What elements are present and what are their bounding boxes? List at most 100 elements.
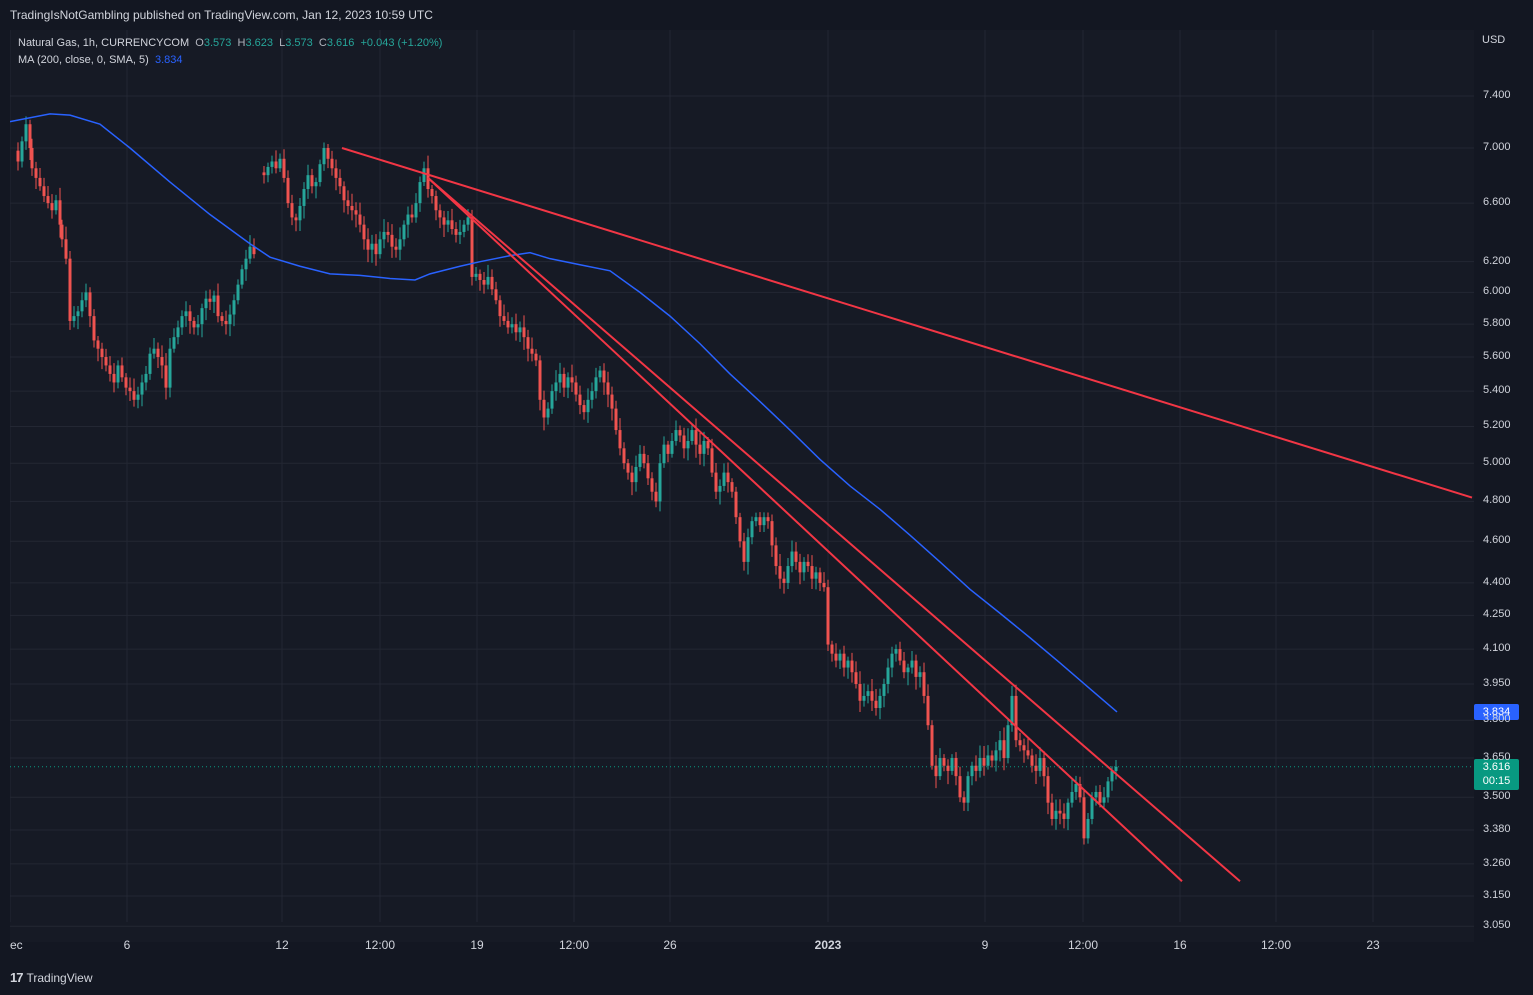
- candle-body-16: [72, 316, 76, 321]
- price-chart[interactable]: [10, 30, 1474, 942]
- candle-body-161: [654, 491, 658, 502]
- candle-body-46: [192, 320, 196, 328]
- candle-body-231: [934, 765, 938, 777]
- y-tick-label-1: 7.000: [1483, 141, 1511, 153]
- candle-body-128: [522, 327, 526, 338]
- x-tick-label-11: 12:00: [1260, 938, 1292, 952]
- candle-body-2: [20, 141, 24, 162]
- candle-body-30: [128, 387, 132, 392]
- candle-body-3: [24, 124, 28, 142]
- candle-body-77: [318, 164, 322, 183]
- candle-body-216: [874, 700, 878, 709]
- candle-body-76: [314, 182, 318, 187]
- candle-body-67: [278, 158, 282, 169]
- y-tick-label-22: 3.050: [1483, 919, 1511, 932]
- candle-body-158: [642, 453, 646, 464]
- candle-body-90: [370, 243, 374, 250]
- candle-body-35: [148, 353, 152, 374]
- y-tick-label-20: 3.260: [1483, 856, 1511, 869]
- chart-area[interactable]: [10, 30, 1474, 942]
- candle-body-122: [498, 300, 502, 317]
- candle-body-105: [430, 189, 434, 197]
- ma-200-line: [10, 113, 1118, 713]
- candle-body-134: [546, 408, 550, 418]
- candle-body-210: [850, 660, 854, 673]
- candle-body-96: [394, 246, 398, 250]
- candle-body-14: [64, 239, 68, 259]
- candle-body-153: [622, 448, 626, 464]
- candle-body-107: [438, 210, 442, 218]
- y-tick-label-3: 6.200: [1483, 254, 1511, 267]
- candle-body-276: [1114, 766, 1118, 771]
- candle-body-61: [252, 246, 256, 255]
- candle-body-85: [350, 205, 354, 211]
- last-price-tag: 3.616 00:15: [1474, 758, 1519, 790]
- legend-h-label: H: [237, 37, 246, 49]
- candle-body-238: [962, 797, 966, 803]
- candle-body-37: [156, 348, 160, 358]
- candle-body-252: [1018, 740, 1022, 746]
- candle-body-92: [378, 239, 382, 255]
- candle-body-257: [1038, 757, 1042, 771]
- legend-symbol[interactable]: Natural Gas, 1h, CURRENCYCOM: [18, 37, 190, 49]
- candle-body-117: [478, 273, 482, 280]
- candle-body-163: [662, 444, 666, 464]
- candle-body-9: [46, 196, 50, 204]
- candle-body-258: [1042, 757, 1046, 777]
- x-tick-label-3: 12:00: [364, 938, 396, 952]
- x-tick-label-12: 23: [1366, 938, 1380, 952]
- x-tick-label-7: 2023: [814, 938, 842, 952]
- candle-body-65: [270, 161, 274, 167]
- candle-body-256: [1034, 765, 1038, 771]
- candle-body-78: [322, 148, 326, 165]
- candle-body-206: [834, 653, 838, 661]
- candle-body-229: [926, 695, 930, 726]
- candle-body-164: [666, 444, 670, 454]
- y-tick-label-19: 3.380: [1483, 822, 1511, 835]
- candle-body-262: [1058, 810, 1062, 814]
- candle-body-177: [718, 485, 722, 492]
- candle-body-101: [414, 203, 418, 218]
- x-tick-label-1: 6: [123, 938, 131, 952]
- y-tick-label-6: 5.600: [1483, 350, 1511, 363]
- candle-body-232: [938, 757, 942, 777]
- candle-body-250: [1010, 695, 1014, 726]
- candle-body-147: [598, 370, 602, 378]
- candle-body-109: [446, 220, 450, 225]
- candle-body-24: [104, 357, 108, 366]
- candle-body-110: [450, 220, 454, 230]
- candle-body-113: [462, 224, 466, 232]
- candle-body-79: [326, 148, 330, 159]
- legend-ma-label[interactable]: MA (200, close, 0, SMA, 5): [18, 54, 149, 66]
- candle-body-32: [136, 394, 140, 400]
- candle-body-171: [694, 430, 698, 445]
- candle-body-160: [650, 478, 654, 492]
- candle-body-139: [566, 377, 570, 388]
- candle-body-106: [434, 196, 438, 211]
- candle-body-141: [574, 382, 578, 395]
- y-tick-label-0: 7.400: [1483, 88, 1511, 101]
- candle-body-154: [626, 463, 630, 473]
- candle-body-243: [982, 757, 986, 766]
- candle-body-227: [918, 672, 922, 677]
- candle-body-48: [200, 308, 204, 325]
- candle-body-187: [758, 517, 762, 526]
- candle-body-234: [946, 765, 950, 771]
- candle-body-71: [294, 217, 298, 221]
- y-tick-label-14: 4.100: [1483, 642, 1511, 655]
- legend-ma-value: 3.834: [154, 54, 183, 66]
- tradingview-logo[interactable]: 17 TradingView: [10, 970, 93, 985]
- y-tick-label-16: 3.800: [1483, 713, 1511, 726]
- candle-body-189: [766, 517, 770, 522]
- candle-body-220: [890, 653, 894, 668]
- candle-body-204: [826, 587, 830, 645]
- candle-body-190: [770, 521, 774, 546]
- candle-body-192: [778, 566, 782, 579]
- candle-body-15: [68, 258, 72, 321]
- y-tick-label-21: 3.150: [1483, 889, 1511, 901]
- candle-body-152: [618, 430, 622, 449]
- candle-body-115: [470, 217, 474, 277]
- candle-body-268: [1082, 797, 1086, 839]
- candle-body-235: [950, 757, 954, 771]
- candle-body-223: [902, 660, 906, 673]
